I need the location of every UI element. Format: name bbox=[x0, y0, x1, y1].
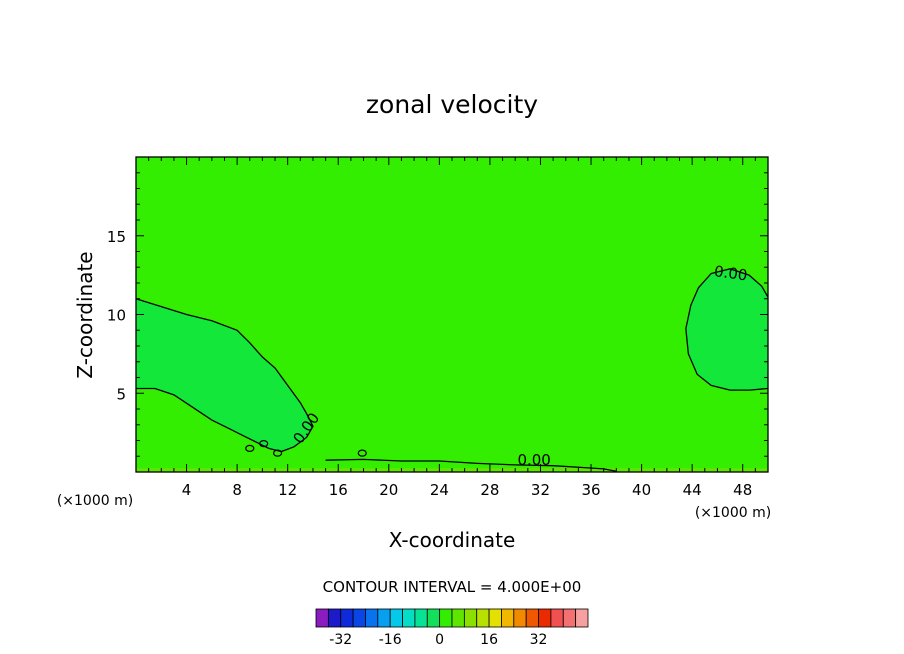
colorbar-tick-label: -16 bbox=[379, 632, 402, 648]
colorbar-swatch bbox=[525, 608, 539, 628]
colorbar-swatch bbox=[463, 608, 478, 628]
x-tick-label: 4 bbox=[182, 481, 192, 499]
x-tick-label: 8 bbox=[232, 481, 242, 499]
y-axis-label: Z-coordinate bbox=[73, 251, 97, 378]
x-tick-label: 28 bbox=[480, 481, 499, 499]
chart-title: zonal velocity bbox=[366, 90, 538, 119]
contour-cell bbox=[272, 449, 283, 457]
colorbar-swatch bbox=[488, 608, 502, 628]
colorbar-tick-label: 32 bbox=[530, 632, 548, 648]
colorbar-swatch bbox=[451, 608, 465, 628]
y-tick-label: 15 bbox=[107, 228, 126, 246]
x-tick-label: 20 bbox=[379, 481, 398, 499]
colorbar-swatch bbox=[575, 608, 589, 628]
colorbar-swatch bbox=[402, 608, 416, 628]
colorbar-swatch bbox=[562, 608, 577, 628]
colorbar-swatch bbox=[365, 608, 379, 628]
colorbar-swatch bbox=[340, 608, 354, 628]
colorbar-swatch bbox=[476, 608, 490, 628]
colorbar-swatch bbox=[315, 608, 329, 628]
x-tick-label: 24 bbox=[430, 481, 449, 499]
colorbar-swatch bbox=[550, 608, 564, 628]
colorbar-swatch bbox=[439, 608, 453, 628]
colorbar-swatch bbox=[538, 608, 552, 628]
colorbar-swatch bbox=[501, 608, 515, 628]
colorbar-tick-label: 16 bbox=[480, 632, 498, 648]
x-axis-units-right: (×1000 m) bbox=[695, 505, 771, 521]
x-tick-label: 16 bbox=[329, 481, 348, 499]
x-axis-label: X-coordinate bbox=[389, 528, 516, 552]
contour-interval-label: CONTOUR INTERVAL = 4.000E+00 bbox=[323, 578, 582, 596]
x-tick-label: 40 bbox=[632, 481, 651, 499]
contour-line bbox=[135, 298, 314, 453]
x-tick-label: 12 bbox=[278, 481, 297, 499]
contour-line bbox=[685, 268, 769, 391]
x-tick-label: 36 bbox=[581, 481, 600, 499]
contour-cell bbox=[357, 449, 367, 457]
y-tick-label: 10 bbox=[107, 307, 126, 325]
colorbar-swatch bbox=[352, 608, 366, 628]
contour-cell bbox=[259, 440, 269, 448]
colorbar-swatch bbox=[327, 608, 342, 628]
x-tick-label: 32 bbox=[531, 481, 550, 499]
x-tick-label: 48 bbox=[733, 481, 752, 499]
colorbar-tick-label: -32 bbox=[329, 632, 352, 648]
colorbar-tick-label: 0 bbox=[435, 632, 444, 648]
x-axis-units-left: (×1000 m) bbox=[57, 493, 133, 509]
contour-label: 0.00 bbox=[713, 262, 749, 284]
contour-region-fill bbox=[136, 298, 313, 452]
colorbar-swatch bbox=[414, 608, 428, 628]
colorbar-swatch bbox=[389, 608, 403, 628]
colorbar-swatch bbox=[377, 608, 391, 628]
contour-region-fill bbox=[685, 268, 768, 391]
colorbar: -32 -16 0 16 32 bbox=[315, 608, 589, 648]
colorbar-swatch bbox=[426, 608, 441, 628]
y-tick-label: 5 bbox=[116, 385, 126, 403]
colorbar-swatch bbox=[513, 608, 527, 628]
x-tick-label: 44 bbox=[683, 481, 702, 499]
contour-label: 0.00 bbox=[517, 451, 550, 469]
contour-cell bbox=[245, 444, 255, 452]
